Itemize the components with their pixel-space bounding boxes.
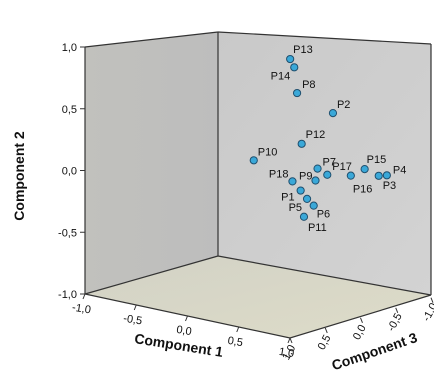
left-wall [85,32,218,294]
y-axis-title: Component 2 [11,131,27,221]
z-tick-mark [430,297,434,303]
data-point [323,170,332,179]
data-point [374,171,383,180]
y-tick-label: 0,5 [62,104,77,116]
point-label: P13 [293,44,313,56]
z-tick-label: 0,0 [351,323,369,342]
point-label: P2 [337,99,350,111]
point-label: P18 [269,168,289,180]
point-label: P15 [367,154,387,166]
x-tick-mark [82,293,86,300]
data-point [309,201,318,210]
z-axis-title: Component 3 [329,329,419,373]
z-tick-label: -1,0 [421,301,434,323]
data-point [313,164,322,173]
points: P1P2P3P4P5P6P7P8P9P10P11P12P13P14P15P16P… [249,44,406,234]
point-label: P8 [302,79,315,91]
point-label: P12 [306,129,326,141]
data-point [292,88,302,98]
y-tick-label: 0,0 [62,166,77,178]
x-tick-mark [185,315,188,322]
x-tick-mark [236,326,240,333]
x-tick-label: 1,0 [278,346,295,360]
data-point [297,139,306,148]
point-label: P10 [258,146,278,158]
data-point [360,165,369,174]
x-tick-mark [133,304,137,311]
data-point [288,177,297,186]
y-tick-label: 1,0 [62,42,77,54]
point-label: P5 [289,202,302,214]
x-tick-label: 0,0 [175,324,192,338]
data-point [296,186,305,195]
z-tick-mark [324,327,328,334]
back-wall [218,32,431,295]
point-label: P6 [317,209,330,221]
z-tick-mark [360,317,363,324]
y-tick-label: -0,5 [58,227,77,239]
point-label: P7 [323,157,336,169]
point-label: P1 [281,192,294,204]
data-point [382,171,391,180]
data-point [290,63,299,72]
data-point [249,156,258,165]
x-tick-label: -1,0 [71,302,92,317]
z-tick-label: -0,5 [385,311,405,333]
x-tick-label: 0,5 [227,335,244,349]
floor [85,256,431,338]
point-label: P16 [353,184,373,196]
y-tick-label: -1,0 [58,289,77,301]
data-point [311,176,320,185]
point-label: P9 [299,171,312,183]
point-label: P11 [308,222,327,234]
data-point [286,54,295,64]
z-tick-mark [289,337,293,344]
z-tick-label: 0,5 [316,333,334,352]
point-label: P4 [393,164,406,176]
point-label: P3 [383,180,396,192]
data-point [328,109,338,118]
data-point [299,212,309,221]
data-point [346,171,355,180]
z-tick-mark [395,307,399,313]
x-tick-label: -0,5 [122,313,143,328]
point-label: P17 [332,161,352,173]
x-tick-mark [287,337,291,344]
data-point [302,194,312,203]
point-label: P14 [271,70,291,82]
